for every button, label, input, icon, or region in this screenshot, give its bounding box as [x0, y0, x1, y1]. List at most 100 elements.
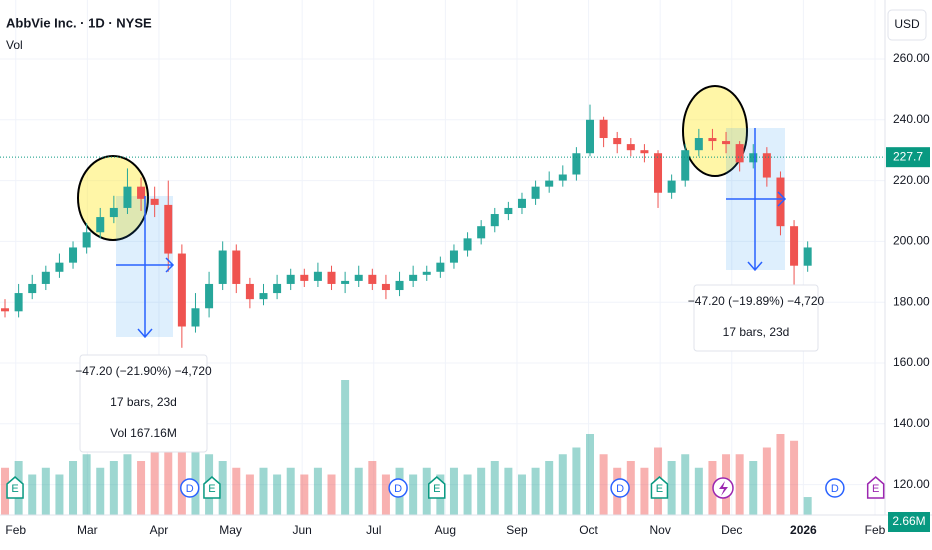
y-tick-label: 200.00 [893, 234, 930, 248]
indicator-label: Vol [6, 38, 23, 52]
x-tick-label: May [219, 523, 242, 537]
y-tick-label: 220.00 [893, 173, 930, 187]
volume-bar [218, 461, 227, 515]
x-tick-label: Feb [865, 523, 886, 537]
x-tick-label: Feb [5, 523, 26, 537]
candle-body [327, 271, 336, 284]
x-tick-label: Mar [77, 523, 98, 537]
candle-body [531, 186, 540, 199]
annotation-text: −47.20 (−19.89%) −4,720 [688, 294, 825, 308]
volume-bar [300, 474, 309, 515]
volume-bar [558, 454, 567, 515]
candle-body [69, 247, 78, 263]
event-icon [6, 476, 24, 499]
candle-body [463, 238, 472, 251]
last-price-label: 227.7 [893, 149, 923, 163]
x-tick-label: 2026 [790, 523, 817, 537]
candle-body [368, 274, 377, 284]
candle-body [790, 226, 799, 266]
volume-bar [735, 454, 744, 515]
volume-bar [354, 467, 363, 515]
event-label: E [433, 483, 440, 495]
candle-body [803, 247, 812, 266]
candle-body [341, 280, 350, 284]
volume-bar [776, 434, 785, 515]
volume-bar [694, 467, 703, 515]
candle-body [177, 253, 186, 327]
candles [0, 104, 885, 348]
event-icon [179, 478, 200, 498]
candle-body [205, 283, 214, 309]
chart-title: AbbVie Inc. · 1D · NYSE [6, 15, 152, 30]
volume-bar [681, 454, 690, 515]
currency[interactable]: USD [894, 17, 920, 31]
last-volume-label: 2.66M [892, 514, 925, 528]
x-tick-label: Dec [721, 523, 742, 537]
volume-bar [82, 454, 91, 515]
event-label: D [394, 483, 402, 495]
volume-bar [504, 467, 513, 515]
volume-bar [749, 461, 758, 515]
y-tick-label: 120.00 [893, 477, 930, 491]
volume-bar [790, 440, 799, 515]
volume-bar [123, 454, 132, 515]
candle-body [681, 150, 690, 181]
currency-button[interactable] [887, 9, 927, 41]
candle-body [28, 283, 37, 294]
x-tick-label: Jun [292, 523, 311, 537]
last-volume-box [888, 512, 930, 532]
volume-bar [490, 461, 499, 515]
candle-body [708, 138, 717, 142]
candle-body [572, 153, 581, 175]
volume-bar [640, 467, 649, 515]
candle-body [504, 207, 513, 215]
volume-bar [109, 461, 118, 515]
x-tick-label: Aug [435, 523, 456, 537]
volume-bar [422, 467, 431, 515]
volume-bar [409, 474, 418, 515]
candle-body [14, 293, 23, 312]
y-tick-label: 240.00 [893, 112, 930, 126]
candle-body [232, 250, 241, 284]
annotation-box [79, 354, 208, 453]
candle-body [218, 250, 227, 284]
volume-bar [803, 497, 812, 515]
volume-bar [191, 440, 200, 515]
volume-bar [41, 467, 50, 515]
event-icon [388, 478, 408, 498]
x-tick-label: Jul [366, 523, 381, 537]
candle-body [123, 186, 132, 208]
candle-body [150, 198, 159, 205]
candle-body [96, 217, 105, 233]
candle-body [749, 153, 758, 163]
volume-bar [327, 474, 336, 515]
volume-bar [273, 474, 282, 515]
candle-body [286, 274, 295, 284]
candle-body [259, 293, 268, 300]
candle-body [354, 274, 363, 281]
volume-bar [477, 467, 486, 515]
last-price-box [886, 147, 930, 168]
event-label: D [616, 483, 624, 495]
split-icon [719, 481, 728, 496]
volume-bar [449, 467, 458, 515]
candle-body [82, 232, 91, 248]
annotations: −47.20 (−21.90%) −4,720 17 bars, 23d Vol 1… [75, 284, 825, 453]
candle-body [436, 262, 445, 272]
x-tick-label: Oct [579, 523, 598, 537]
y-tick-label: 140.00 [893, 416, 930, 430]
annotation-text: −47.20 (−21.90%) −4,720 [75, 364, 212, 378]
candle-body [735, 144, 744, 163]
candle-body [586, 119, 594, 154]
volume-bar [313, 467, 322, 515]
event-label: D [831, 483, 839, 495]
volume-bar [545, 461, 554, 515]
volume-bar [55, 474, 64, 515]
x-tick-label: Sep [506, 523, 528, 537]
axes: 120.00 140.00 160.00 180.00 200.00 220.00 240.… [5, 51, 930, 537]
event-label: D [186, 483, 194, 495]
candle-body [381, 283, 390, 291]
volume-bar [1, 467, 10, 515]
event-label: E [656, 483, 663, 495]
